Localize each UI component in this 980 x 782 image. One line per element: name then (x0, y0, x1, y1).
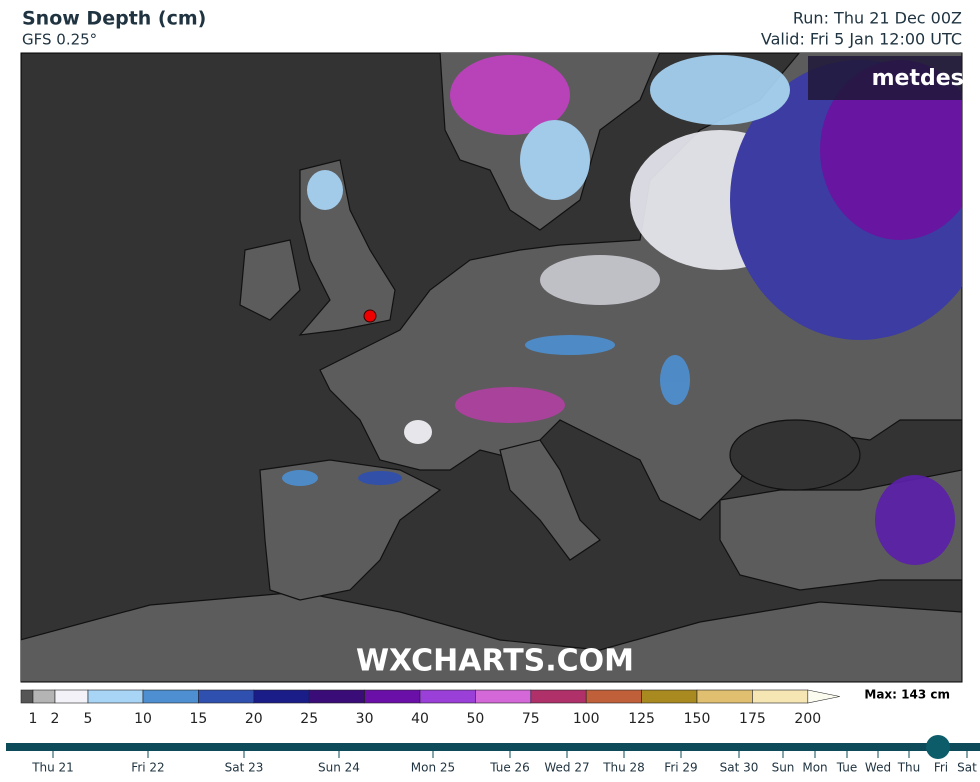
legend-swatch (308, 689, 365, 704)
timeline-knob[interactable] (926, 735, 950, 759)
legend-swatch (198, 689, 255, 704)
snow (358, 471, 402, 485)
title: Snow Depth (cm) (22, 8, 206, 30)
legend-label: 75 (522, 711, 540, 727)
snow (282, 470, 318, 486)
timeline-day[interactable]: Sun (772, 761, 795, 775)
snow (660, 355, 690, 405)
timeline[interactable]: Thu 21 Fri 22 Sat 23 Sun 24 Mon 25 Tue 26 Wed … (6, 735, 980, 775)
snow (404, 420, 432, 444)
timeline-day[interactable]: Tue (836, 761, 858, 775)
timeline-day[interactable]: Tue 26 (489, 761, 530, 775)
snow (450, 55, 570, 135)
legend-label: 15 (189, 711, 207, 727)
legend-swatch (32, 689, 56, 704)
legend-swatch (752, 689, 809, 704)
timeline-day[interactable]: Mon (802, 761, 827, 775)
legend-swatch (54, 689, 89, 704)
snow (875, 475, 955, 565)
timeline-day[interactable]: Thu 21 (31, 761, 74, 775)
timeline-day[interactable]: Thu 28 (602, 761, 645, 775)
legend-label: 10 (134, 711, 152, 727)
timeline-day[interactable]: Wed (865, 761, 891, 775)
watermark: WXCHARTS.COM (356, 644, 634, 679)
legend-swatch (364, 689, 421, 704)
legend-swatch (142, 689, 199, 704)
legend-label: 175 (739, 711, 766, 727)
italy (499, 439, 601, 561)
timeline-day[interactable]: Wed 27 (544, 761, 589, 775)
timeline-day[interactable]: Mon 25 (411, 761, 455, 775)
legend-label: 40 (411, 711, 429, 727)
run: Run: Thu 21 Dec 00Z (793, 9, 962, 28)
timeline-day[interactable]: Thu (897, 761, 921, 775)
legend-label: 1 (29, 711, 38, 727)
legend-swatch (641, 689, 698, 704)
timeline-day[interactable]: Fri 22 (131, 761, 164, 775)
legend: 1 2 5 10 15 20 25 30 40 50 75 100 125 150 175 200 (20, 689, 840, 727)
timeline-day[interactable]: Sun 24 (318, 761, 360, 775)
legend-swatch (419, 689, 476, 704)
legend-swatch (696, 689, 753, 704)
timeline-day[interactable]: Fri 29 (664, 761, 697, 775)
timeline-bar[interactable] (6, 743, 980, 751)
legend-swatch (253, 689, 310, 704)
legend-label: 200 (794, 711, 821, 727)
snow (455, 387, 565, 423)
snow (540, 255, 660, 305)
legend-label: 20 (245, 711, 263, 727)
map: metdesk WXCHARTS.COM (20, 52, 980, 683)
legend-swatch (87, 689, 144, 704)
snow (307, 170, 343, 210)
legend-label: 30 (356, 711, 374, 727)
location-marker (363, 309, 377, 323)
valid: Valid: Fri 5 Jan 12:00 UTC (761, 30, 962, 49)
timeline-day[interactable]: Sat 30 (720, 761, 759, 775)
legend-swatch (20, 689, 34, 704)
legend-arrow (807, 689, 840, 704)
africa (21, 591, 962, 682)
snow (525, 335, 615, 355)
snow (650, 55, 790, 125)
legend-label: 125 (628, 711, 655, 727)
snow (520, 120, 590, 200)
legend-label: 2 (51, 711, 60, 727)
legend-label: 50 (466, 711, 484, 727)
timeline-day[interactable]: Sat 23 (225, 761, 264, 775)
legend-label: 150 (684, 711, 711, 727)
black-sea (729, 419, 861, 491)
snow (820, 60, 962, 240)
ireland (239, 239, 301, 321)
legend-swatch (530, 689, 587, 704)
legend-swatch (585, 689, 642, 704)
timeline-day[interactable]: Fri (934, 761, 948, 775)
max-label: Max: 143 cm (864, 688, 950, 702)
model: GFS 0.25° (22, 31, 97, 49)
iberia (259, 459, 442, 601)
legend-label: 25 (300, 711, 318, 727)
timeline-day[interactable]: Sat (957, 761, 977, 775)
logo-box (808, 56, 962, 100)
legend-label: 5 (84, 711, 93, 727)
legend-label: 100 (573, 711, 600, 727)
legend-swatch (475, 689, 532, 704)
logo: metdesk (872, 66, 980, 91)
